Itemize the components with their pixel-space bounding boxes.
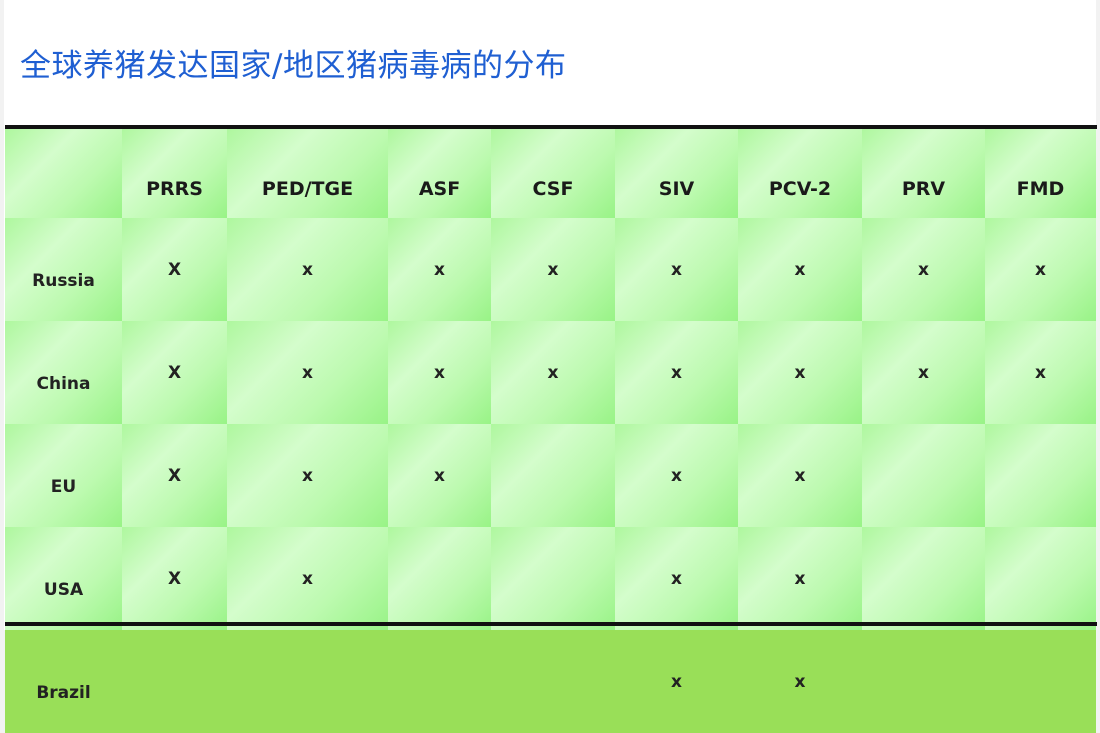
table-bottom-rule xyxy=(5,622,1097,626)
slide: 全球养猪发达国家/地区猪病毒病的分布 PRRS PED/TGE ASF CSF SIV P… xyxy=(4,0,1097,733)
table-cell: X xyxy=(122,424,227,527)
table-cell xyxy=(388,527,491,630)
column-header: ASF xyxy=(388,129,491,218)
table-cell: x xyxy=(738,218,862,321)
table-cell: x xyxy=(615,321,738,424)
column-header: CSF xyxy=(491,129,615,218)
row-label: EU xyxy=(5,424,122,527)
table-cell xyxy=(227,630,388,733)
table-cell xyxy=(491,630,615,733)
column-header: PRRS xyxy=(122,129,227,218)
page-title: 全球养猪发达国家/地区猪病毒病的分布 xyxy=(20,48,567,84)
table-cell: x xyxy=(388,424,491,527)
table-cell xyxy=(491,527,615,630)
table-cell: x xyxy=(615,424,738,527)
table-cell: x xyxy=(738,630,862,733)
table-cell: x xyxy=(738,321,862,424)
table-cell xyxy=(122,630,227,733)
table-top-rule xyxy=(5,125,1097,129)
table-cell xyxy=(985,527,1096,630)
row-label: China xyxy=(5,321,122,424)
table-cell xyxy=(985,630,1096,733)
column-header xyxy=(5,129,122,218)
table-cell: x xyxy=(227,424,388,527)
row-label: Russia xyxy=(5,218,122,321)
table-cell: x xyxy=(615,630,738,733)
row-label: Brazil xyxy=(5,630,122,733)
table-cell: x xyxy=(985,321,1096,424)
table-cell: X xyxy=(122,218,227,321)
column-header: PRV xyxy=(862,129,985,218)
table-cell: x xyxy=(985,218,1096,321)
table-cell xyxy=(985,424,1096,527)
table-cell: x xyxy=(738,424,862,527)
table-cell: x xyxy=(388,218,491,321)
table-cell: x xyxy=(227,321,388,424)
row-label: USA xyxy=(5,527,122,630)
table-cell: x xyxy=(738,527,862,630)
column-header: SIV xyxy=(615,129,738,218)
table-cell: X xyxy=(122,321,227,424)
table-cell xyxy=(862,424,985,527)
table-cell: x xyxy=(615,218,738,321)
column-header: PCV-2 xyxy=(738,129,862,218)
table-cell xyxy=(862,527,985,630)
table-header-row: PRRS PED/TGE ASF CSF SIV PCV-2 PRV FMD xyxy=(5,129,1096,218)
table-cell: x xyxy=(862,321,985,424)
table-cell: x xyxy=(388,321,491,424)
column-header: FMD xyxy=(985,129,1096,218)
table-cell: X xyxy=(122,527,227,630)
table-cell: x xyxy=(491,321,615,424)
table-cell xyxy=(491,424,615,527)
table-cell: x xyxy=(227,218,388,321)
column-header: PED/TGE xyxy=(227,129,388,218)
table-cell: x xyxy=(862,218,985,321)
table-cell xyxy=(388,630,491,733)
table-cell: x xyxy=(491,218,615,321)
table-cell xyxy=(862,630,985,733)
table-cell: x xyxy=(615,527,738,630)
table-row: Brazil x x xyxy=(5,630,1096,733)
table-cell: x xyxy=(227,527,388,630)
